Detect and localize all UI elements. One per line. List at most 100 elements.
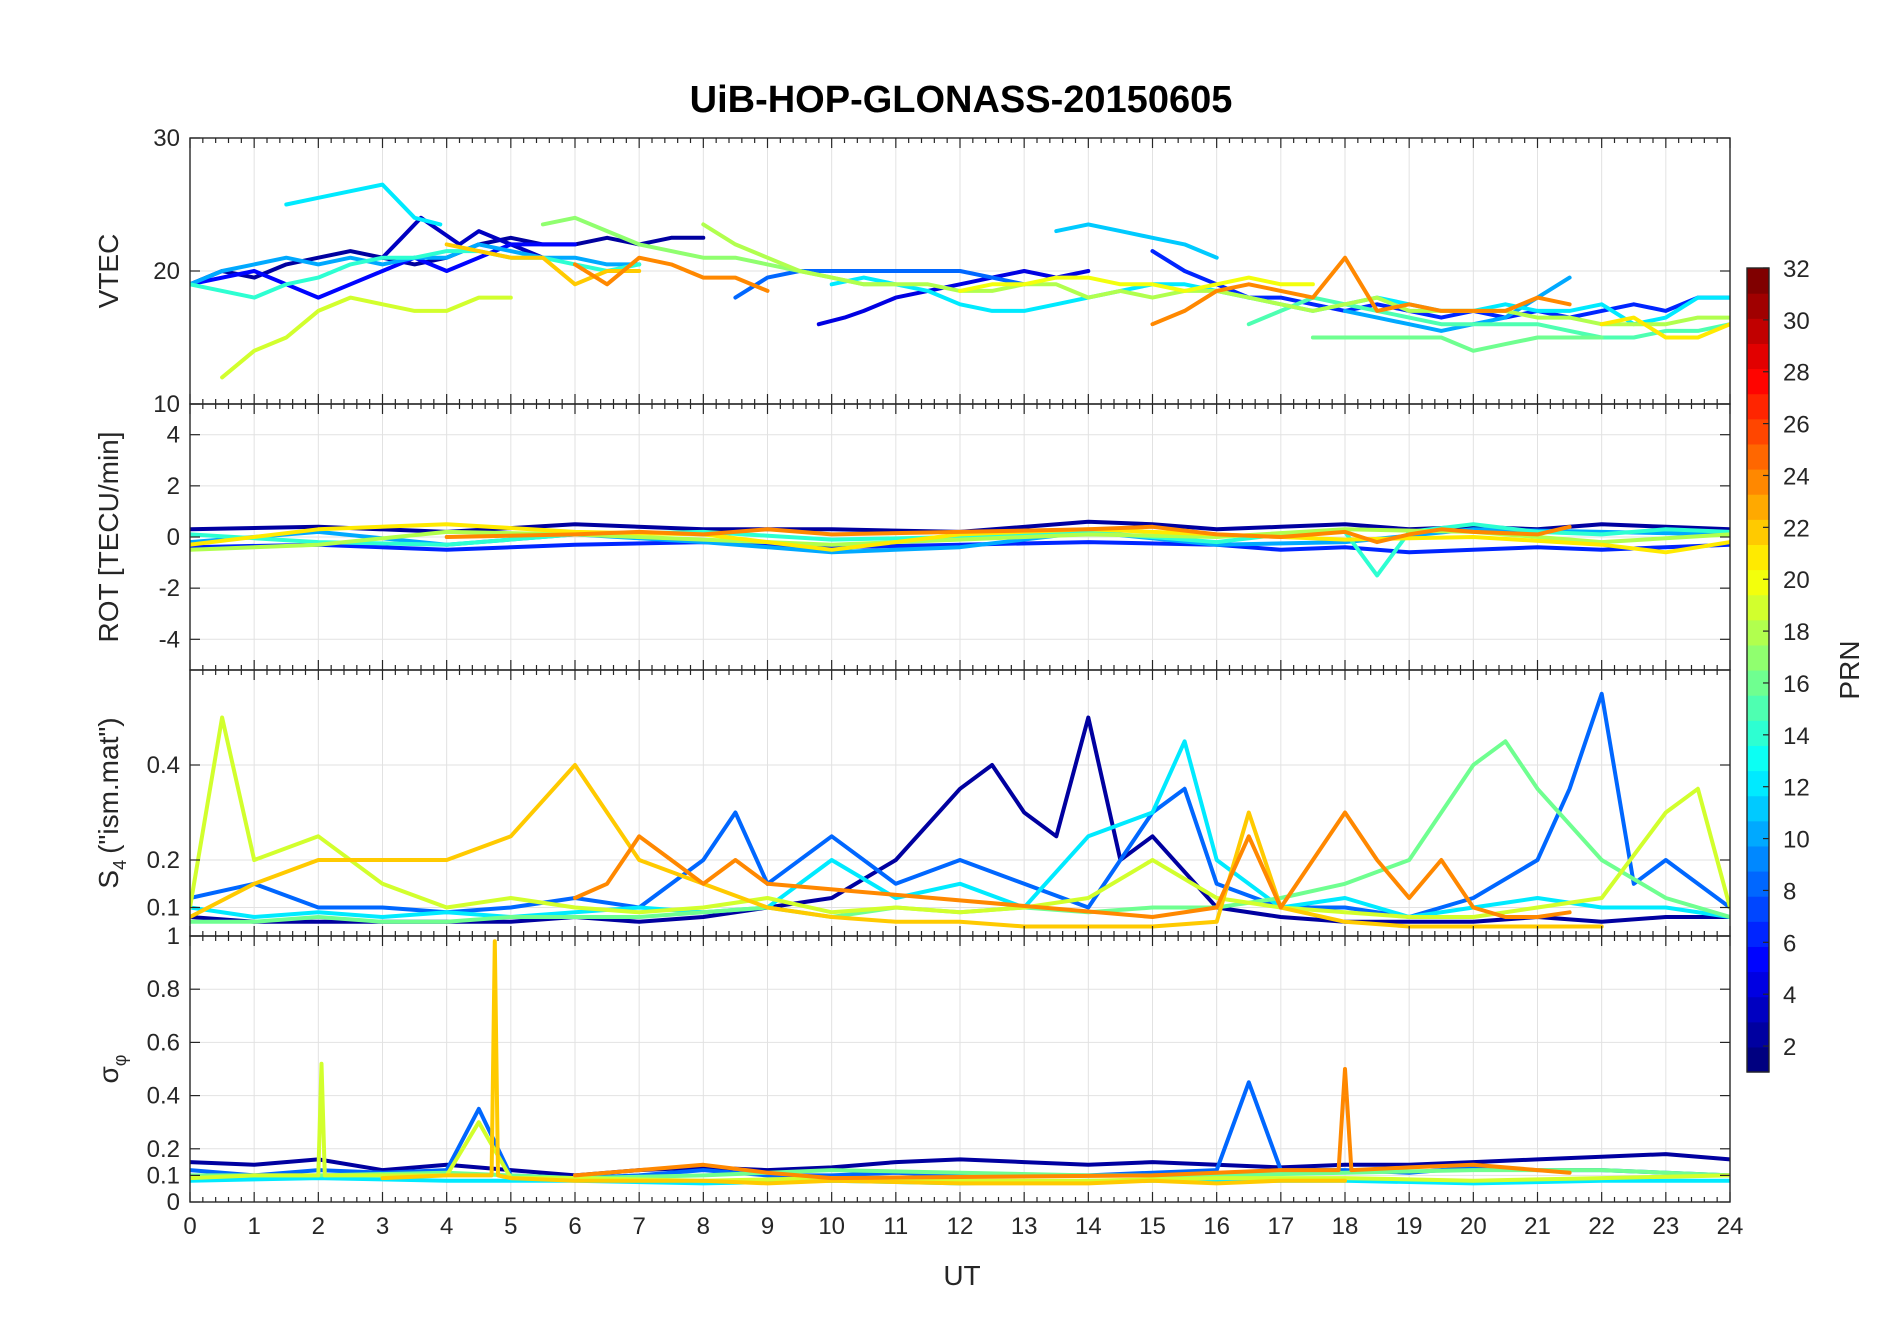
colorbar-swatch <box>1747 393 1769 420</box>
colorbar-swatch <box>1747 971 1769 998</box>
x-tick-label: 0 <box>183 1213 196 1240</box>
colorbar-swatch <box>1747 418 1769 445</box>
x-tick-label: 13 <box>1011 1213 1038 1240</box>
colorbar-swatch <box>1747 443 1769 470</box>
x-tick-label: 21 <box>1524 1213 1551 1240</box>
series-line-prn-8 <box>190 691 1730 919</box>
y-axis-label: VTEC <box>93 234 124 309</box>
series-group <box>190 939 1730 1186</box>
colorbar-swatch <box>1747 845 1769 872</box>
series-line-prn-2 <box>190 715 1730 924</box>
x-tick-label: 14 <box>1075 1213 1102 1240</box>
x-tick-label: 17 <box>1267 1213 1294 1240</box>
series-line-prn-2 <box>190 519 1730 534</box>
colorbar-tick-label: 32 <box>1783 256 1810 283</box>
series-line-prn-24 <box>573 810 1572 919</box>
colorbar-swatch <box>1747 644 1769 671</box>
series-line-prn-24 <box>1150 255 1572 327</box>
y-tick-label: 10 <box>153 391 180 418</box>
colorbar-swatch <box>1747 469 1769 495</box>
colorbar-swatch <box>1747 343 1769 370</box>
panel-sigma_phi: 00.10.2 0.4 0.6 0.8 1 σφ <box>93 923 1731 1216</box>
series-line-prn-24 <box>573 255 770 293</box>
x-tick-label: 7 <box>632 1213 645 1240</box>
colorbar-swatch <box>1747 293 1769 319</box>
x-tick-label: 4 <box>440 1213 453 1240</box>
series-line-prn-24 <box>573 1067 1572 1181</box>
y-tick-label: 1 <box>167 923 180 950</box>
colorbar-swatch <box>1747 770 1769 797</box>
colorbar-swatch <box>1747 268 1769 294</box>
y-tick-label: 0.1 <box>147 1162 180 1189</box>
colorbar-tick-label: 2 <box>1783 1034 1796 1061</box>
y-tick-label: 0 <box>167 1189 180 1216</box>
y-axis-label: S4("ism.mat") <box>93 717 130 888</box>
colorbar-swatch <box>1747 720 1769 746</box>
y-tick-label: 30 <box>153 125 180 152</box>
chart-title: UiB-HOP-GLONASS-20150605 <box>690 79 1233 121</box>
series-line-prn-12 <box>190 739 1730 919</box>
colorbar-tick-label: 4 <box>1783 982 1796 1009</box>
y-tick-label: 20 <box>153 258 180 285</box>
y-tick-label: 0.8 <box>147 976 180 1003</box>
colorbar-tick-label: 10 <box>1783 827 1810 854</box>
colorbar-swatch <box>1747 946 1769 973</box>
colorbar-swatch <box>1747 544 1769 571</box>
colorbar-swatch <box>1747 896 1769 922</box>
x-tick-label: 22 <box>1588 1213 1615 1240</box>
colorbar-swatch <box>1747 996 1769 1023</box>
y-tick-label: 0.1 <box>147 895 180 922</box>
colorbar-tick-label: 16 <box>1783 671 1810 698</box>
y-tick-label: 2 <box>167 473 180 500</box>
colorbar-tick-label: 20 <box>1783 567 1810 594</box>
x-tick-label: 23 <box>1652 1213 1679 1240</box>
series-line-prn-12 <box>284 182 443 227</box>
series-line-prn-5 <box>190 242 577 300</box>
series-line-prn-19 <box>190 1061 1730 1183</box>
colorbar-swatch <box>1747 368 1769 395</box>
colorbar-label: PRN <box>1834 640 1865 699</box>
colorbar-frame <box>1746 267 1770 1073</box>
x-tick-label: 16 <box>1203 1213 1230 1240</box>
series-group <box>190 182 1730 380</box>
x-tick-label: 18 <box>1332 1213 1359 1240</box>
series-line-prn-24 <box>444 524 1572 545</box>
x-axis-label: UT <box>943 1260 980 1291</box>
x-tick-label: 10 <box>818 1213 845 1240</box>
x-tick-label: 9 <box>761 1213 774 1240</box>
colorbar-swatch <box>1747 1046 1769 1073</box>
x-tick-label: 3 <box>376 1213 389 1240</box>
colorbar-swatch <box>1747 795 1769 822</box>
y-tick-label: -4 <box>159 626 180 653</box>
panel-rot: -4 -2 0 2 4 ROT [TECU/min] <box>93 403 1731 671</box>
colorbar-swatch <box>1747 619 1769 646</box>
y-tick-label: 0.4 <box>147 752 180 779</box>
colorbar-tick-label: 8 <box>1783 878 1796 905</box>
x-tick-label: 6 <box>568 1213 581 1240</box>
colorbar-swatch <box>1747 921 1769 947</box>
colorbar-tick-label: 26 <box>1783 412 1810 439</box>
colorbar-swatch <box>1747 871 1769 897</box>
series-line-prn-19 <box>190 715 1730 919</box>
series-group <box>190 691 1730 929</box>
x-tick-label: 19 <box>1396 1213 1423 1240</box>
x-tick-label: 24 <box>1717 1213 1744 1240</box>
colorbar-tick-label: 18 <box>1783 619 1810 646</box>
colorbar-swatch <box>1747 670 1769 696</box>
colorbar-swatch <box>1747 695 1769 721</box>
x-tick-label: 20 <box>1460 1213 1487 1240</box>
series-line-prn-3 <box>380 215 545 260</box>
y-tick-label: 0.2 <box>147 847 180 874</box>
x-tick-label: 12 <box>947 1213 974 1240</box>
x-tick-label: 11 <box>883 1213 908 1240</box>
x-axis: 0 1 2 3 4 5 6 7 8 9 10 11 12 13 14 15 16 17 18 19 20 21 22 23 24 <box>183 1213 1743 1240</box>
x-tick-label: 15 <box>1139 1213 1166 1240</box>
colorbar-tick-label: 12 <box>1783 775 1810 802</box>
y-tick-label: 4 <box>167 422 180 449</box>
colorbar-tick-label: 14 <box>1783 723 1810 750</box>
colorbar-swatch <box>1747 820 1769 847</box>
y-tick-label: 0 <box>167 524 180 551</box>
colorbar-swatch <box>1747 569 1769 596</box>
